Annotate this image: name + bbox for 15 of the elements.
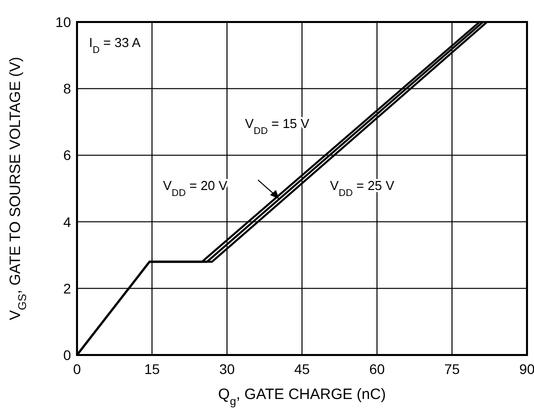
x-tick-label: 0 [73,361,82,377]
y-tick-label: 0 [63,347,72,363]
y-tick-label: 4 [63,214,72,230]
x-tick-label: 45 [294,361,310,377]
x-tick-label: 30 [219,361,235,377]
y-tick-label: 8 [63,80,72,97]
x-tick-label: 60 [369,361,385,377]
y-tick-label: 2 [63,280,72,296]
y-tick-label: 6 [63,147,72,164]
x-tick-label: 75 [444,361,460,377]
annotation: I$_{D}$ = 33 A [89,35,141,56]
x-tick-label: 90 [519,361,534,377]
x-tick-label: 15 [144,361,160,377]
x-axis-title: Q$_{g}$, GATE CHARGE (nC) [218,386,386,408]
y-tick-label: 10 [55,14,72,30]
